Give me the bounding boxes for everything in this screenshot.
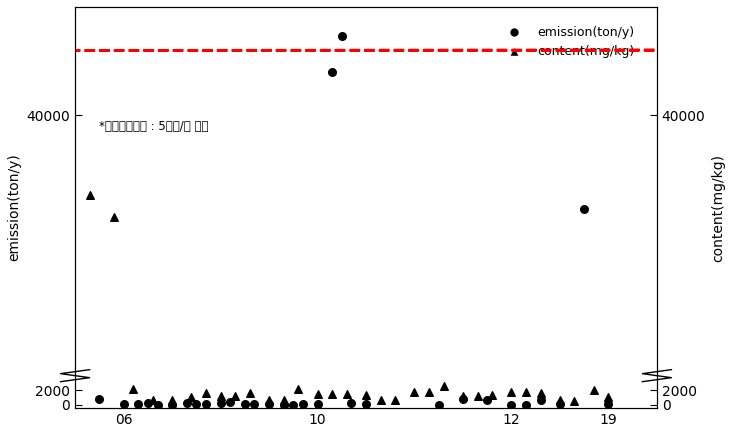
- emission(ton/y): [297, 401, 309, 408]
- emission(ton/y): [602, 401, 614, 408]
- emission(ton/y): [520, 401, 532, 408]
- emission(ton/y): [457, 395, 468, 402]
- emission(ton/y): [142, 400, 154, 407]
- emission(ton/y): [554, 401, 566, 408]
- Y-axis label: emission(ton/y): emission(ton/y): [7, 154, 21, 261]
- emission(ton/y): [336, 33, 348, 39]
- content(mg/kg): [438, 382, 449, 389]
- emission(ton/y): [288, 401, 299, 408]
- content(mg/kg): [554, 396, 566, 403]
- content(mg/kg): [166, 397, 178, 404]
- emission(ton/y): [534, 396, 546, 403]
- content(mg/kg): [360, 392, 372, 399]
- content(mg/kg): [457, 392, 468, 399]
- content(mg/kg): [83, 191, 95, 198]
- emission(ton/y): [249, 401, 261, 408]
- content(mg/kg): [471, 392, 483, 399]
- emission(ton/y): [118, 401, 130, 408]
- content(mg/kg): [588, 387, 600, 394]
- content(mg/kg): [186, 394, 198, 401]
- content(mg/kg): [108, 213, 120, 220]
- content(mg/kg): [506, 389, 518, 396]
- content(mg/kg): [229, 392, 241, 399]
- content(mg/kg): [264, 397, 275, 404]
- emission(ton/y): [132, 401, 144, 408]
- content(mg/kg): [326, 391, 338, 398]
- content(mg/kg): [569, 398, 580, 404]
- content(mg/kg): [520, 389, 532, 396]
- content(mg/kg): [486, 392, 498, 399]
- emission(ton/y): [152, 401, 163, 408]
- emission(ton/y): [346, 400, 357, 407]
- emission(ton/y): [578, 206, 590, 213]
- Y-axis label: content(mg/kg): content(mg/kg): [711, 154, 725, 262]
- emission(ton/y): [360, 401, 372, 408]
- content(mg/kg): [147, 397, 159, 404]
- content(mg/kg): [375, 397, 386, 404]
- emission(ton/y): [312, 401, 324, 408]
- emission(ton/y): [239, 401, 250, 408]
- Legend: emission(ton/y), content(mg/kg): emission(ton/y), content(mg/kg): [497, 21, 639, 63]
- content(mg/kg): [127, 385, 139, 392]
- content(mg/kg): [389, 397, 401, 404]
- content(mg/kg): [312, 390, 324, 397]
- content(mg/kg): [277, 397, 289, 404]
- emission(ton/y): [326, 69, 338, 76]
- content(mg/kg): [341, 391, 353, 398]
- emission(ton/y): [433, 401, 444, 408]
- emission(ton/y): [190, 401, 202, 408]
- emission(ton/y): [225, 399, 236, 406]
- content(mg/kg): [408, 388, 420, 395]
- emission(ton/y): [277, 401, 289, 408]
- emission(ton/y): [181, 400, 193, 407]
- emission(ton/y): [214, 400, 226, 407]
- emission(ton/y): [482, 396, 493, 403]
- Text: *폐기물발생량 : 5만톤/년 이상: *폐기물발생량 : 5만톤/년 이상: [100, 120, 209, 133]
- emission(ton/y): [200, 401, 212, 408]
- emission(ton/y): [506, 401, 518, 408]
- content(mg/kg): [292, 386, 304, 393]
- content(mg/kg): [534, 390, 546, 397]
- emission(ton/y): [166, 401, 178, 408]
- content(mg/kg): [423, 388, 435, 395]
- emission(ton/y): [94, 395, 105, 402]
- content(mg/kg): [200, 390, 212, 397]
- emission(ton/y): [264, 401, 275, 408]
- content(mg/kg): [602, 393, 614, 400]
- content(mg/kg): [244, 390, 255, 397]
- content(mg/kg): [214, 392, 226, 399]
